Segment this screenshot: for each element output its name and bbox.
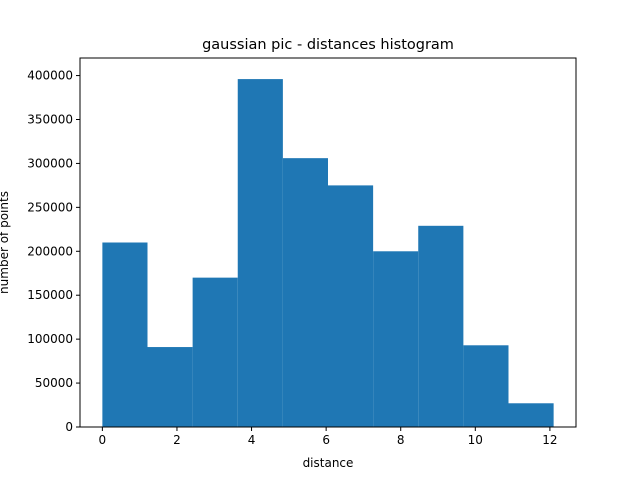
y-axis-ticks: 0 50000 100000 150000 200000 250000 300000 3500… <box>27 69 80 434</box>
y-tick-label: 250000 <box>27 200 73 214</box>
histogram-bar <box>282 158 328 427</box>
x-tick-label: 8 <box>397 433 405 447</box>
y-tick-label: 350000 <box>27 113 73 127</box>
x-tick-label: 12 <box>542 433 557 447</box>
x-tick-label: 10 <box>468 433 483 447</box>
x-tick-label: 0 <box>99 433 107 447</box>
x-tick-label: 6 <box>322 433 330 447</box>
histogram-bar <box>192 277 238 427</box>
y-tick-label: 0 <box>65 420 73 434</box>
y-tick-label: 50000 <box>35 376 73 390</box>
x-tick-label: 4 <box>248 433 256 447</box>
y-tick-label: 150000 <box>27 288 73 302</box>
bars-group <box>102 79 554 427</box>
y-tick-label: 400000 <box>27 69 73 83</box>
histogram-bar <box>328 185 374 427</box>
x-tick-label: 2 <box>173 433 181 447</box>
histogram-bar <box>147 347 193 427</box>
y-tick-label: 300000 <box>27 156 73 170</box>
chart-title: gaussian pic - distances histogram <box>202 37 454 53</box>
y-axis-label: number of points <box>0 191 11 294</box>
y-tick-label: 200000 <box>27 244 73 258</box>
y-tick-label: 100000 <box>27 332 73 346</box>
histogram-bar <box>508 403 554 427</box>
histogram-bar <box>373 251 419 427</box>
histogram-bar <box>463 345 509 427</box>
histogram-bar <box>418 225 464 427</box>
histogram-bar <box>237 79 283 427</box>
x-axis-label: distance <box>303 456 354 470</box>
x-axis-ticks: 0 2 4 6 8 10 12 <box>99 427 558 447</box>
plot-frame <box>79 57 577 428</box>
histogram-bar <box>102 242 148 427</box>
